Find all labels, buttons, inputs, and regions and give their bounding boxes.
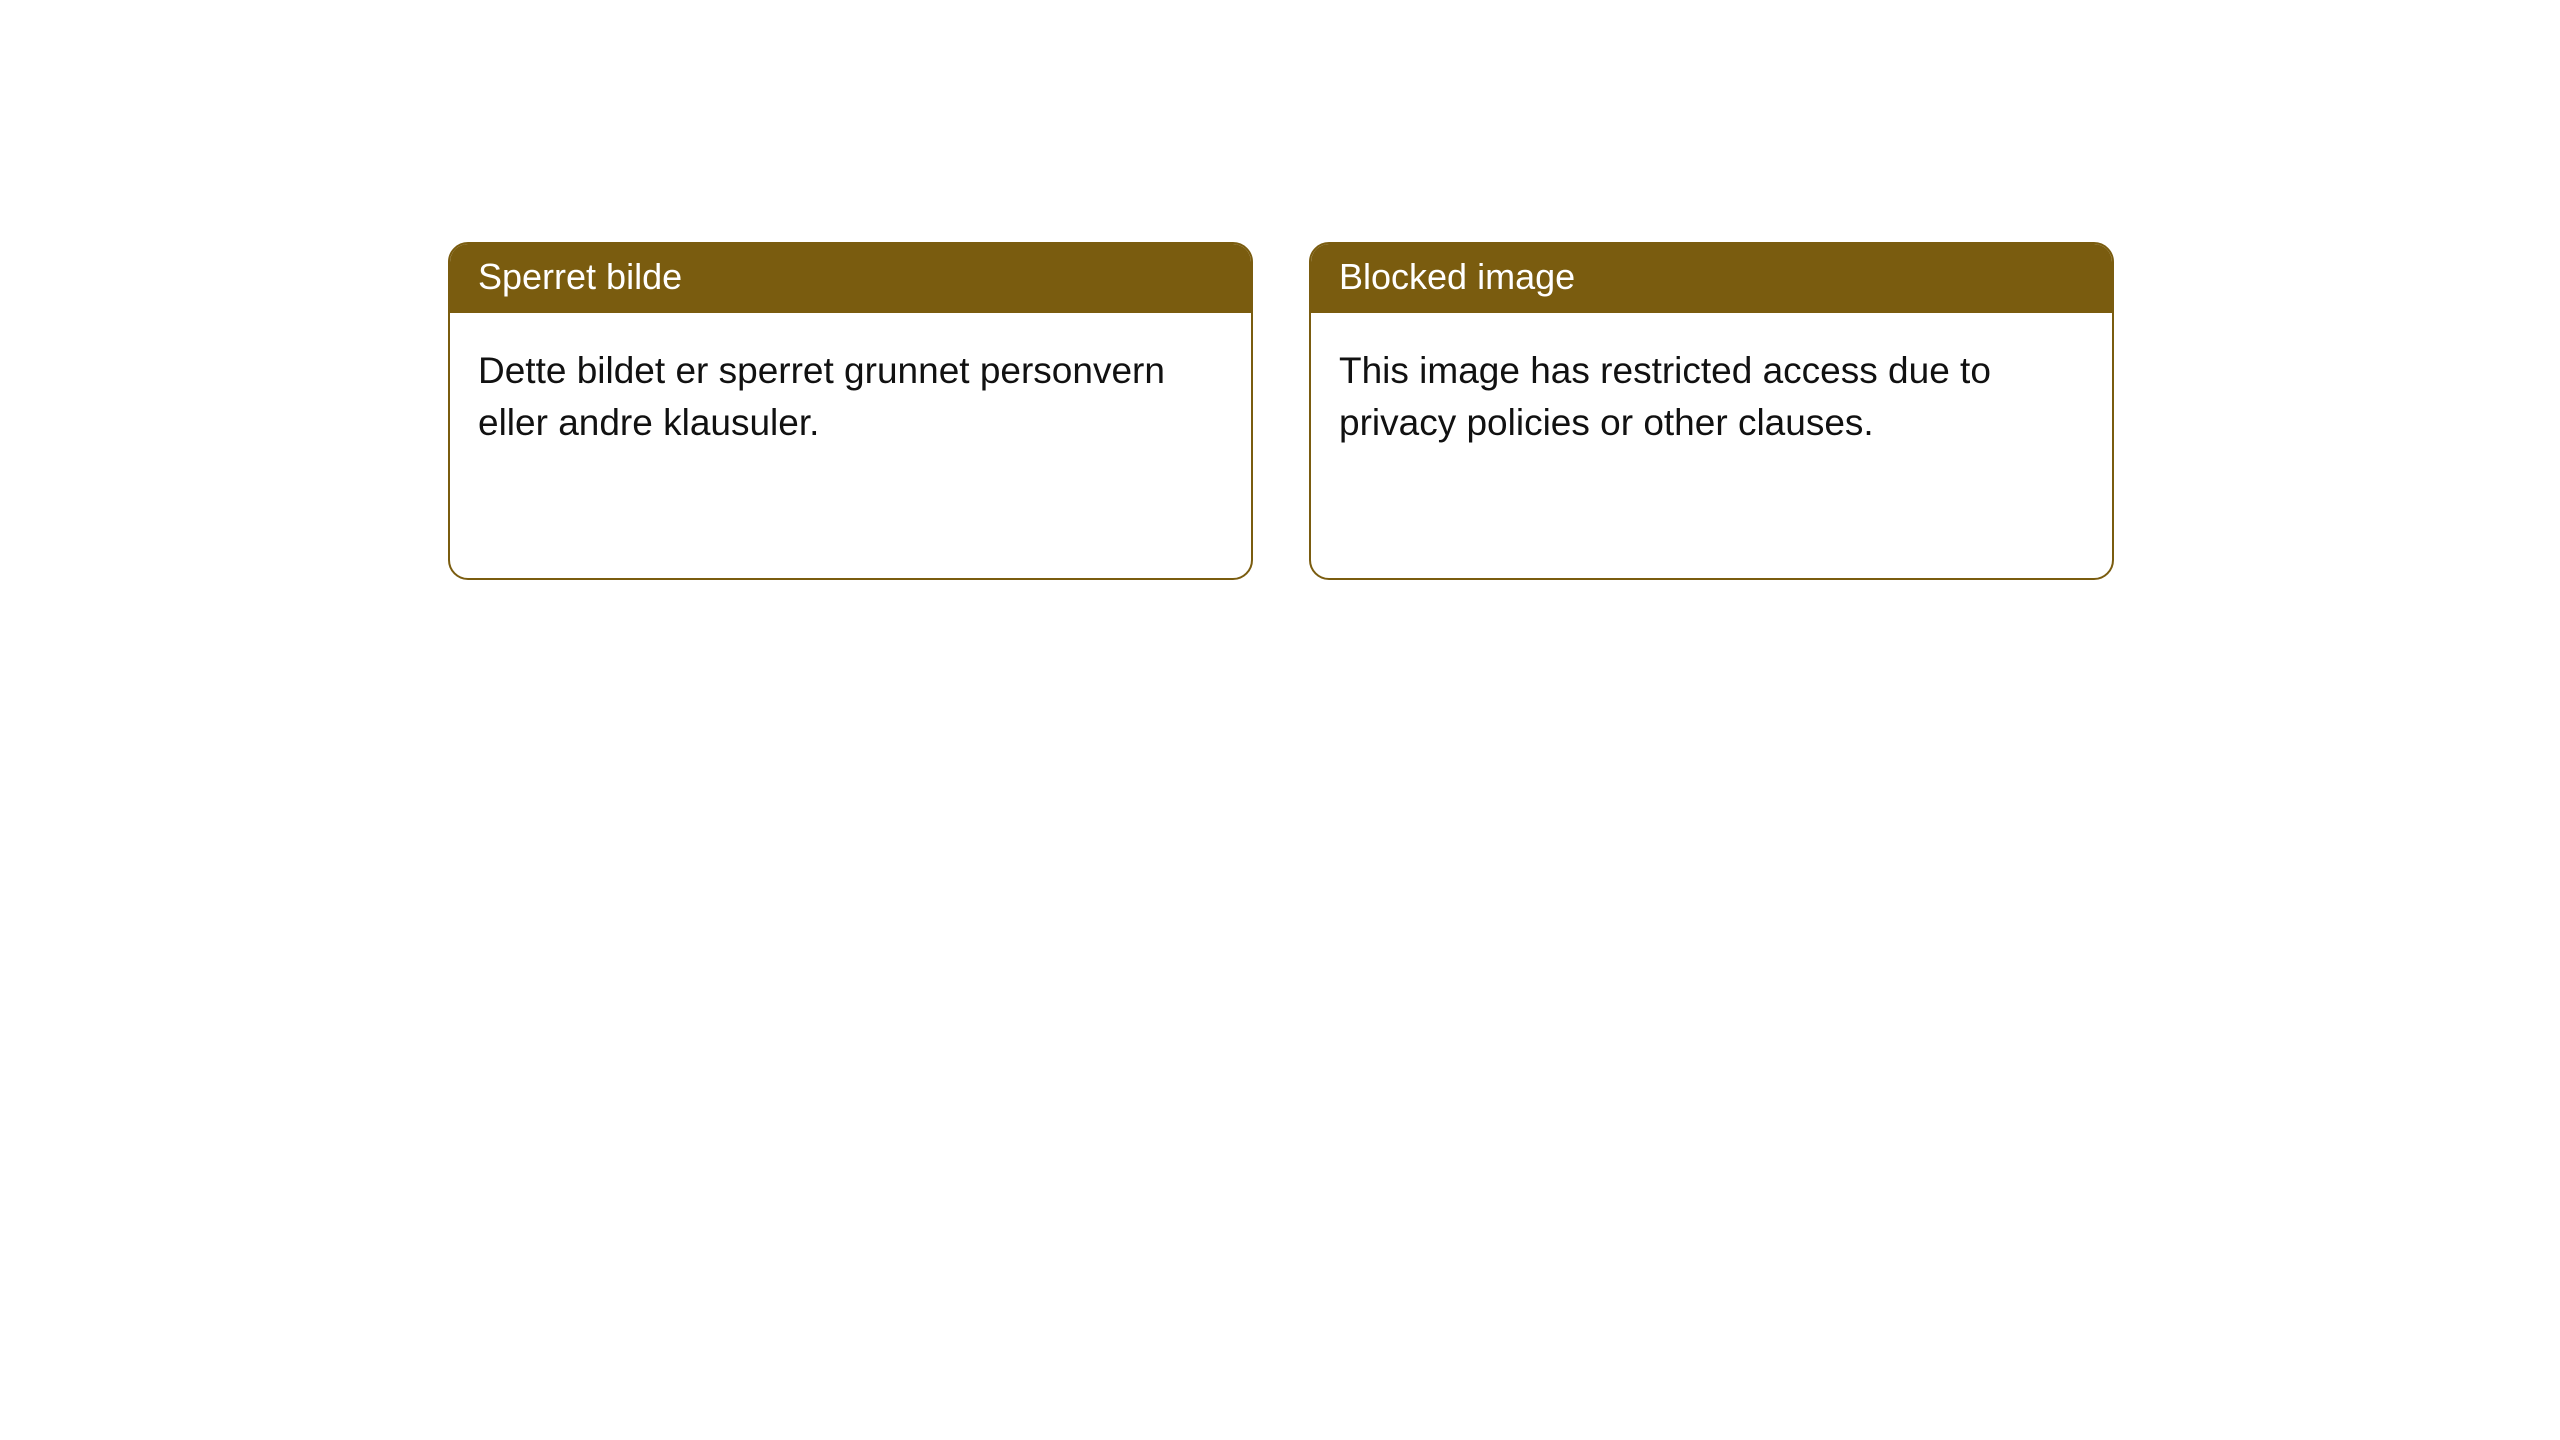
card-title: Sperret bilde <box>478 256 682 297</box>
card-body-english: This image has restricted access due to … <box>1311 313 2112 481</box>
notice-cards-container: Sperret bilde Dette bildet er sperret gr… <box>0 0 2560 580</box>
card-english: Blocked image This image has restricted … <box>1309 242 2114 580</box>
card-header-english: Blocked image <box>1311 244 2112 313</box>
card-body-text: This image has restricted access due to … <box>1339 350 1991 443</box>
card-body-text: Dette bildet er sperret grunnet personve… <box>478 350 1165 443</box>
card-header-norwegian: Sperret bilde <box>450 244 1251 313</box>
card-title: Blocked image <box>1339 256 1575 297</box>
card-norwegian: Sperret bilde Dette bildet er sperret gr… <box>448 242 1253 580</box>
card-body-norwegian: Dette bildet er sperret grunnet personve… <box>450 313 1251 481</box>
